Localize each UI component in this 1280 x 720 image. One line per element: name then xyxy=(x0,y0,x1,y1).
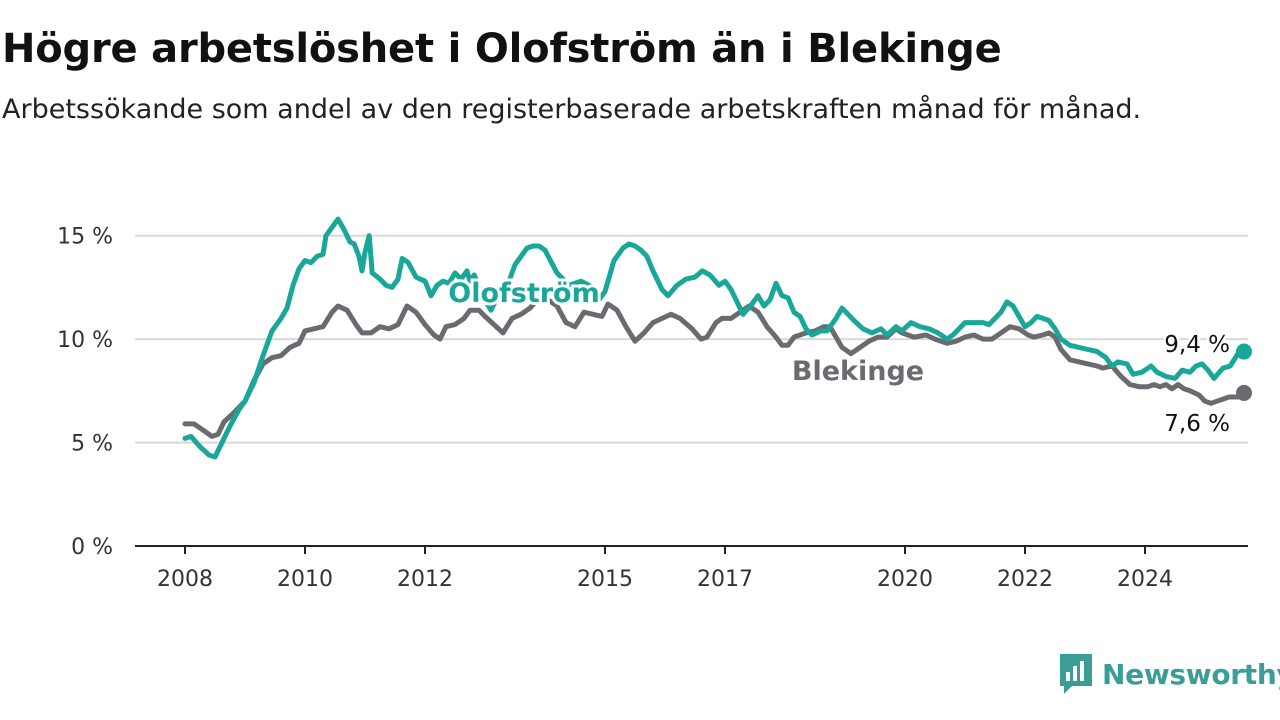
x-tick-label-2010: 2010 xyxy=(277,567,333,592)
series-end-point-blekinge xyxy=(1236,384,1252,401)
y-tick-label-15: 15 % xyxy=(57,225,113,250)
series-label-blekinge: Blekinge xyxy=(792,356,924,387)
series-end-point-olofstrom xyxy=(1236,343,1252,360)
chart-title: Högre arbetslöshet i Olofström än i Blek… xyxy=(2,26,1002,72)
end-value-label-blekinge: 7,6 % xyxy=(1164,411,1230,437)
chart-subtitle: Arbetssökande som andel av den registerb… xyxy=(2,94,1142,125)
x-tick-label-2020: 2020 xyxy=(877,567,933,592)
x-axis-ticks: 2008 2010 2012 2015 2017 2020 2022 2024 xyxy=(157,546,1173,592)
y-axis-tick-labels: 0 % 5 % 10 % 15 % xyxy=(57,225,113,560)
series-labels: Olofström Blekinge 9,4 % 7,6 % xyxy=(445,275,1232,440)
y-tick-label-0: 0 % xyxy=(71,535,113,560)
x-tick-label-2022: 2022 xyxy=(997,567,1053,592)
newsworthy-logo-icon xyxy=(1060,654,1092,694)
end-value-label-olofstrom: 9,4 % xyxy=(1164,332,1230,358)
newsworthy-brand[interactable]: Newsworthy xyxy=(1058,652,1280,696)
x-tick-label-2015: 2015 xyxy=(577,567,633,592)
x-tick-label-2008: 2008 xyxy=(157,567,213,592)
series-line-blekinge xyxy=(182,295,1247,439)
y-tick-label-10: 10 % xyxy=(57,328,113,353)
x-tick-label-2024: 2024 xyxy=(1117,567,1173,592)
x-tick-label-2012: 2012 xyxy=(397,567,453,592)
brand-name: Newsworthy xyxy=(1102,657,1280,691)
series-label-olofstrom: Olofström xyxy=(448,278,599,309)
series-line-olofstrom xyxy=(182,216,1247,460)
y-tick-label-5: 5 % xyxy=(71,432,113,457)
series-lines xyxy=(182,216,1252,460)
x-tick-label-2017: 2017 xyxy=(697,567,753,592)
